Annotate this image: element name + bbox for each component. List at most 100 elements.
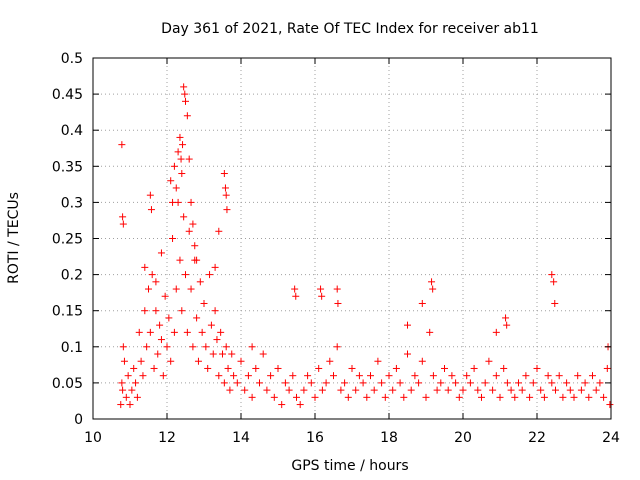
data-point	[177, 155, 185, 163]
data-point	[489, 386, 497, 394]
data-point	[392, 364, 400, 372]
data-point	[596, 379, 604, 387]
data-point	[167, 177, 175, 185]
data-point	[170, 162, 178, 170]
axis-ticks	[92, 57, 612, 420]
x-tick-label: 24	[602, 430, 620, 446]
data-point	[182, 97, 189, 105]
data-point	[407, 386, 415, 394]
data-point	[526, 393, 534, 401]
data-point	[459, 386, 467, 394]
data-point	[157, 336, 165, 344]
data-points	[117, 83, 614, 409]
data-point	[381, 393, 389, 401]
x-tick-label: 22	[528, 430, 546, 446]
x-tick-labels: 10 12 14 16 18 20 22 24	[84, 430, 620, 446]
data-point	[330, 372, 337, 380]
data-point	[540, 393, 548, 401]
data-point	[204, 364, 212, 372]
data-point	[433, 386, 441, 394]
data-point	[244, 372, 252, 380]
data-point	[226, 386, 234, 394]
data-point	[179, 141, 187, 149]
data-point	[529, 379, 537, 387]
data-point	[448, 372, 456, 380]
data-point	[198, 328, 206, 336]
data-point	[585, 393, 593, 401]
data-point	[189, 343, 197, 351]
data-point	[548, 379, 556, 387]
data-point	[441, 364, 448, 372]
data-point	[213, 336, 221, 344]
data-point	[146, 328, 154, 336]
data-point	[118, 141, 126, 149]
data-point	[187, 285, 195, 293]
data-point	[222, 191, 230, 199]
data-point	[496, 393, 504, 401]
data-point	[248, 343, 256, 351]
data-point	[233, 379, 241, 387]
data-point	[400, 393, 408, 401]
data-point	[128, 386, 136, 394]
x-tick-label: 14	[232, 430, 250, 446]
data-point	[404, 321, 411, 329]
data-point	[485, 357, 493, 365]
data-point	[172, 184, 180, 192]
x-tick-label: 18	[380, 430, 398, 446]
data-point	[470, 364, 478, 372]
data-point	[492, 372, 500, 380]
data-point	[359, 379, 367, 387]
data-point	[150, 364, 158, 372]
data-point	[189, 220, 197, 228]
data-point	[278, 401, 286, 409]
data-point	[296, 401, 304, 409]
data-point	[187, 198, 195, 206]
data-point	[124, 372, 132, 380]
data-point	[603, 364, 611, 372]
data-point	[304, 372, 312, 380]
x-tick-label: 12	[158, 430, 176, 446]
data-point	[174, 148, 182, 156]
data-point	[220, 170, 228, 178]
data-point	[119, 213, 127, 221]
data-point	[211, 263, 219, 271]
data-point	[126, 401, 134, 409]
data-point	[176, 256, 184, 264]
y-tick-label: 0.5	[61, 51, 83, 67]
data-point	[163, 343, 171, 351]
data-point	[363, 393, 371, 401]
data-point	[452, 379, 460, 387]
data-point	[333, 285, 341, 293]
data-point	[422, 393, 430, 401]
y-tick-label: 0.05	[52, 376, 83, 392]
data-point	[148, 271, 156, 279]
data-point	[291, 285, 299, 293]
data-point	[318, 292, 326, 300]
data-point	[230, 372, 238, 380]
data-point	[289, 372, 297, 380]
data-point	[141, 307, 149, 315]
data-point	[130, 364, 138, 372]
data-point	[152, 278, 160, 286]
x-tick-label: 10	[84, 430, 102, 446]
data-point	[139, 372, 147, 380]
data-point	[159, 372, 167, 380]
data-point	[322, 379, 330, 387]
x-tick-label: 20	[454, 430, 472, 446]
data-point	[429, 285, 437, 293]
data-point	[119, 343, 127, 351]
data-point	[437, 379, 445, 387]
data-point	[157, 249, 165, 257]
data-point	[507, 386, 515, 394]
y-tick-label: 0	[74, 412, 83, 428]
data-point	[341, 379, 349, 387]
data-point	[228, 350, 236, 358]
x-tick-label: 16	[306, 430, 324, 446]
data-point	[222, 343, 230, 351]
data-point	[119, 386, 127, 394]
data-point	[196, 278, 204, 286]
data-point	[492, 328, 500, 336]
data-point	[311, 393, 319, 401]
data-point	[224, 364, 232, 372]
y-tick-label: 0.45	[52, 87, 83, 103]
